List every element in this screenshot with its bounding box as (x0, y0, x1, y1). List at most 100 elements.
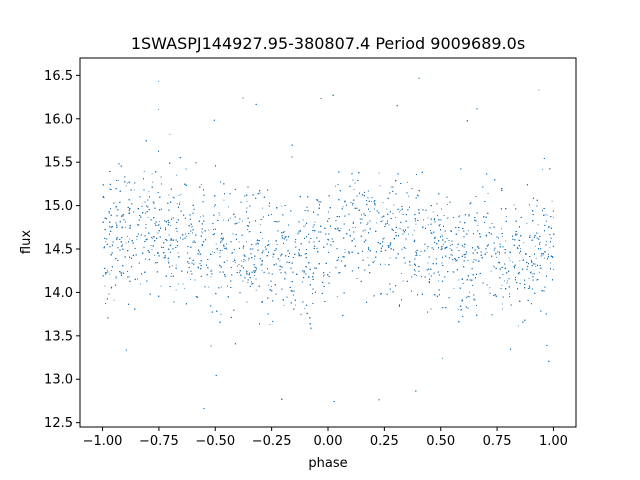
data-point (405, 248, 407, 249)
data-point (427, 262, 429, 264)
data-point (517, 325, 519, 327)
data-point (167, 260, 169, 262)
data-point (344, 252, 346, 253)
data-point (544, 214, 546, 216)
data-point (414, 270, 416, 272)
data-point (427, 217, 429, 219)
data-point (253, 258, 255, 260)
data-point (401, 273, 402, 274)
data-point (243, 261, 245, 262)
data-point (105, 241, 107, 243)
data-point (519, 260, 521, 262)
data-point (538, 271, 540, 273)
data-point (413, 230, 415, 232)
data-point (254, 274, 256, 276)
data-point (308, 275, 310, 277)
data-point (117, 179, 119, 181)
data-point (248, 231, 250, 233)
data-point (219, 214, 221, 216)
data-point (139, 283, 141, 285)
data-point (535, 257, 537, 259)
data-point (336, 296, 338, 298)
data-point (120, 273, 122, 275)
data-point (242, 220, 243, 222)
data-point (175, 264, 177, 266)
data-point (137, 208, 139, 210)
data-point (412, 234, 414, 236)
data-point (389, 257, 391, 259)
data-point (136, 238, 138, 240)
data-point (152, 181, 154, 183)
data-point (498, 253, 500, 255)
data-point (261, 269, 263, 271)
data-point (211, 251, 213, 253)
data-point (386, 208, 388, 210)
data-point (458, 230, 460, 231)
data-point (552, 269, 554, 270)
data-point (489, 287, 491, 289)
data-point (176, 203, 178, 205)
data-point (528, 277, 530, 279)
data-point (519, 240, 521, 241)
data-point (246, 200, 248, 202)
data-point (129, 238, 130, 240)
data-point (526, 222, 528, 224)
data-point (223, 219, 224, 221)
data-point (427, 247, 428, 249)
data-point (351, 240, 353, 242)
data-point (324, 274, 326, 276)
data-point (449, 244, 451, 246)
data-point (408, 233, 409, 235)
data-point (415, 254, 417, 256)
data-point (508, 257, 510, 259)
data-point (335, 229, 337, 230)
data-point (552, 216, 554, 218)
data-point (468, 230, 469, 232)
data-point (202, 232, 204, 234)
data-point (378, 172, 380, 174)
data-point (158, 80, 159, 82)
data-point (295, 304, 297, 306)
data-point (468, 296, 470, 298)
data-point (501, 308, 503, 310)
data-point (490, 270, 492, 272)
data-point (221, 249, 223, 251)
data-point (186, 235, 188, 237)
data-point (126, 236, 128, 237)
data-point (384, 263, 386, 265)
data-point (305, 224, 306, 226)
data-point (293, 290, 295, 292)
data-point (211, 269, 213, 271)
data-point (220, 286, 222, 288)
data-point (342, 206, 344, 208)
data-point (267, 284, 269, 286)
data-point (382, 202, 384, 204)
data-point (104, 272, 106, 274)
data-point (549, 262, 551, 264)
data-point (160, 285, 162, 287)
data-point (275, 220, 277, 222)
data-point (147, 217, 149, 219)
data-point (541, 168, 543, 170)
data-point (534, 245, 536, 247)
data-point (179, 201, 181, 203)
data-point (148, 191, 150, 193)
data-point (125, 185, 127, 187)
data-point (227, 206, 229, 208)
data-point (110, 227, 112, 229)
data-point (177, 252, 179, 254)
data-point (108, 212, 110, 214)
data-point (226, 260, 228, 262)
data-point (493, 265, 494, 267)
data-point (180, 193, 182, 195)
data-point (115, 277, 117, 279)
data-point (232, 261, 234, 262)
data-point (158, 108, 159, 110)
data-point (344, 249, 346, 251)
data-point (232, 252, 234, 254)
data-point (220, 314, 222, 315)
data-point (352, 221, 354, 223)
data-point (501, 284, 503, 286)
data-point (451, 255, 453, 256)
